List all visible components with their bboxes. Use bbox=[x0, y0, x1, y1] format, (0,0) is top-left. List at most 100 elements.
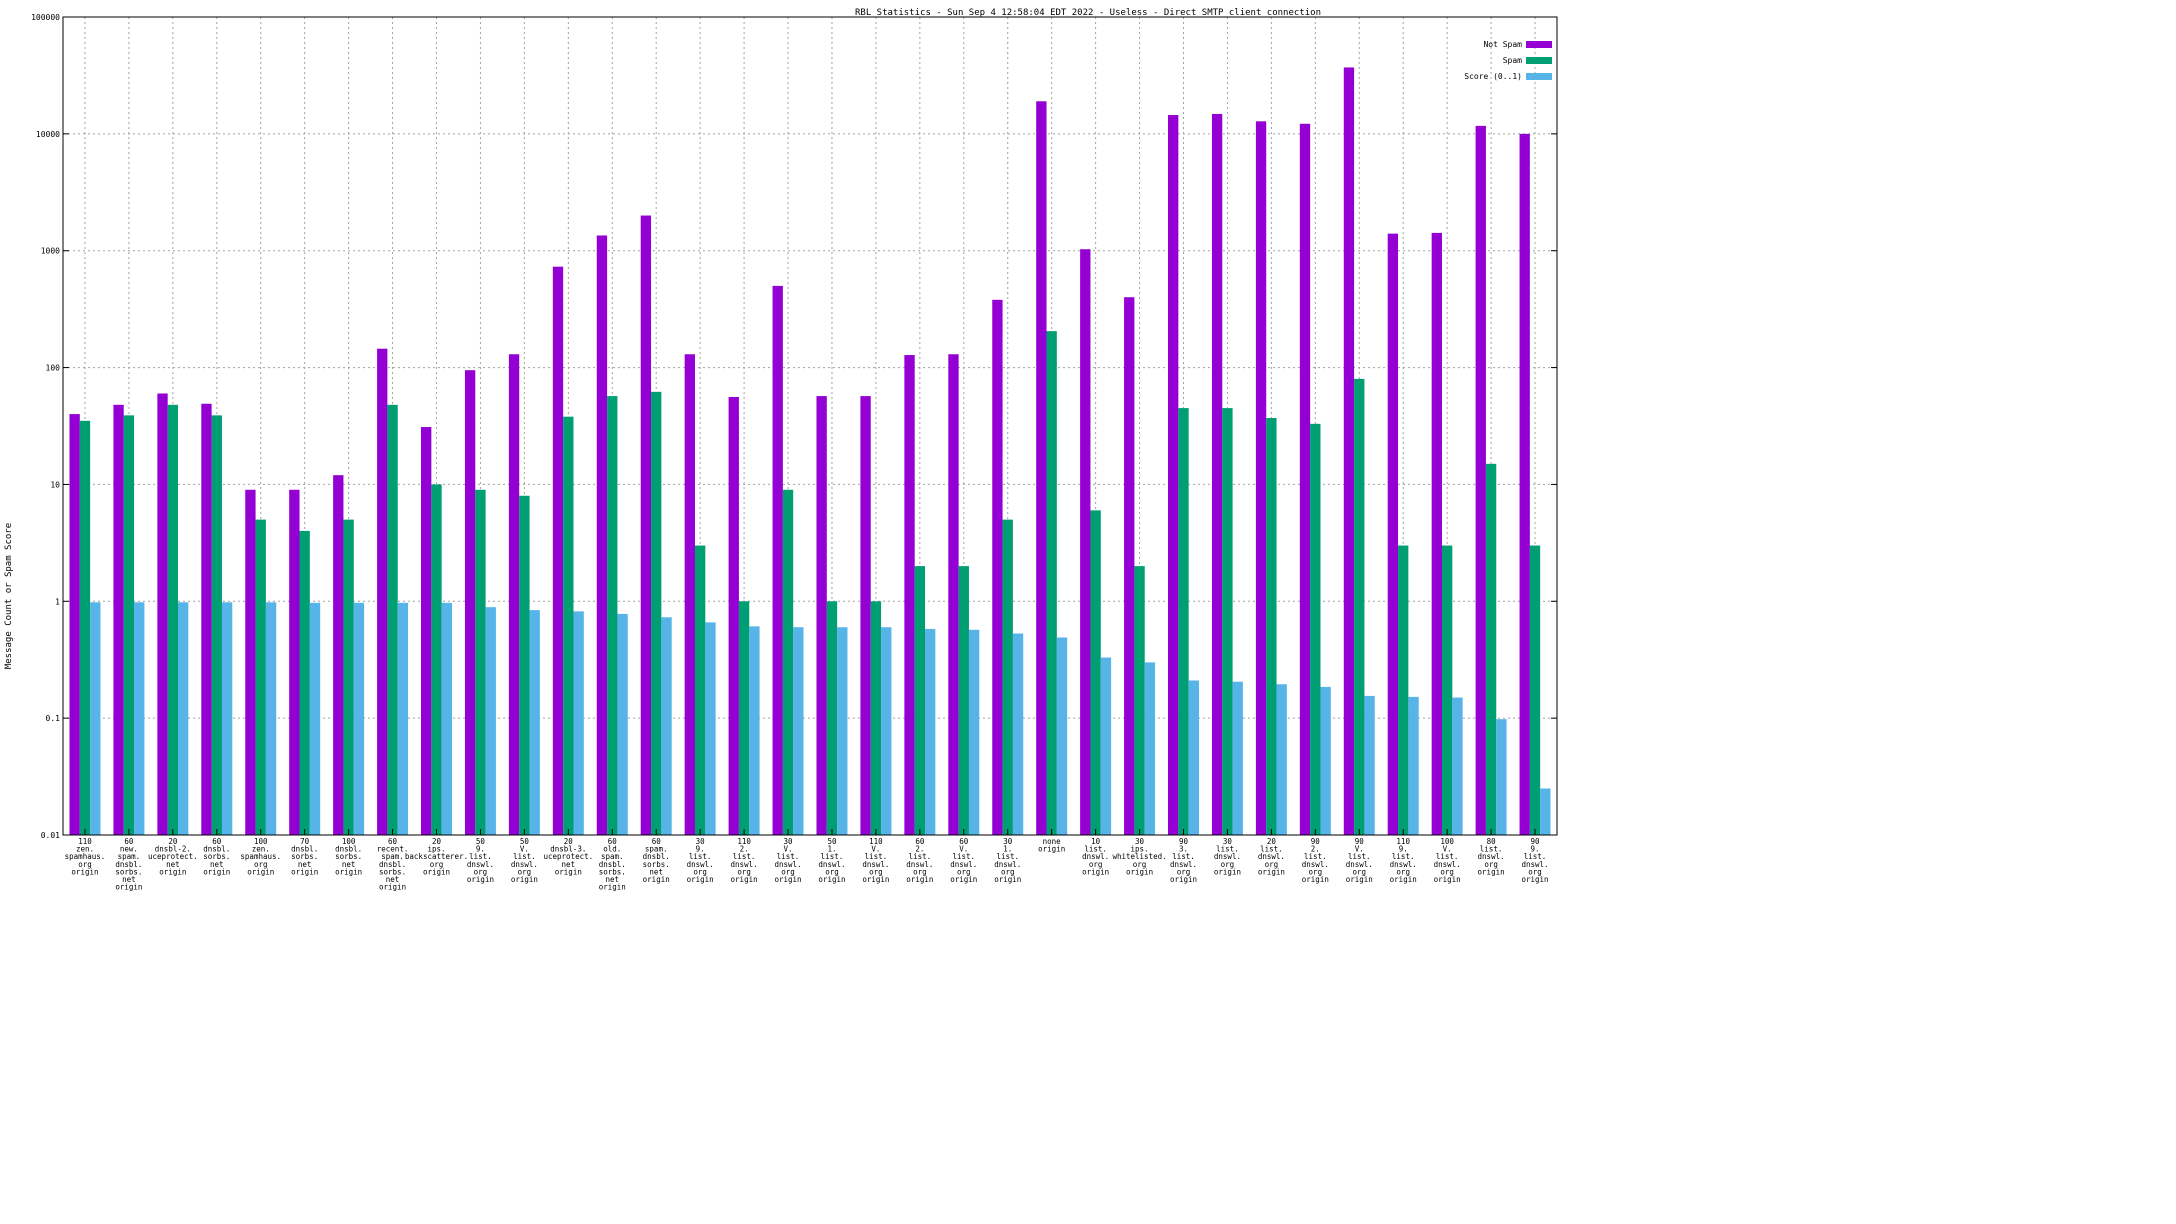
bar-score-0-1 bbox=[529, 610, 540, 835]
x-tick-label: 90 3. list. dnswl. org origin bbox=[1170, 837, 1197, 884]
bar-not-spam bbox=[596, 235, 608, 835]
legend-swatch bbox=[1526, 57, 1552, 64]
bar-score-0-1 bbox=[178, 602, 189, 835]
bar-not-spam bbox=[1343, 67, 1355, 835]
bar-spam bbox=[123, 415, 135, 835]
bar-not-spam bbox=[860, 396, 871, 835]
bar-score-0-1 bbox=[1276, 684, 1287, 835]
bar-not-spam bbox=[201, 403, 212, 835]
x-tick-label: 30 list. dnswl. org origin bbox=[1214, 837, 1241, 876]
bar-score-0-1 bbox=[1100, 657, 1112, 835]
bar-spam bbox=[651, 391, 662, 835]
bar-not-spam bbox=[904, 355, 915, 835]
bar-not-spam bbox=[1519, 133, 1530, 835]
x-tick-label: 60 old. spam. dnsbl. sorbs. net origin bbox=[599, 837, 626, 892]
y-tick-label: 0.1 bbox=[46, 714, 61, 723]
bar-not-spam bbox=[1387, 233, 1399, 835]
y-tick-label: 100000 bbox=[31, 13, 60, 22]
bar-score-0-1 bbox=[925, 628, 936, 835]
bar-spam bbox=[519, 495, 530, 835]
bar-spam bbox=[1529, 545, 1541, 835]
bar-score-0-1 bbox=[441, 602, 452, 835]
legend-label: Score (0..1) bbox=[1464, 72, 1522, 81]
x-tick-label: 20 ips. backscatterer. org origin bbox=[405, 837, 468, 876]
x-tick-label: 70 dnsbl. sorbs. net origin bbox=[291, 837, 318, 876]
bar-spam bbox=[167, 404, 179, 835]
bar-not-spam bbox=[552, 266, 564, 835]
bar-score-0-1 bbox=[353, 602, 365, 835]
bar-not-spam bbox=[1168, 115, 1179, 836]
bar-not-spam bbox=[157, 393, 168, 835]
bar-not-spam bbox=[1299, 123, 1311, 835]
bar-spam bbox=[79, 420, 91, 835]
bar-score-0-1 bbox=[1188, 680, 1199, 835]
bar-score-0-1 bbox=[1056, 637, 1068, 835]
y-tick-label: 1000 bbox=[41, 247, 60, 256]
x-tick-label: 20 dnsbl-3. uceprotect. net origin bbox=[543, 837, 593, 876]
axes bbox=[62, 16, 1558, 836]
bar-score-0-1 bbox=[1144, 662, 1156, 835]
x-tick-label: 30 V. list. dnswl. org origin bbox=[774, 837, 801, 884]
bar-score-0-1 bbox=[837, 627, 848, 835]
x-tick-label: 30 9. list. dnswl. org origin bbox=[687, 837, 714, 884]
bar-score-0-1 bbox=[1320, 686, 1331, 835]
x-tick-label: 60 spam. dnsbl. sorbs. net origin bbox=[643, 837, 670, 884]
y-tick-label: 10000 bbox=[36, 130, 60, 139]
bar-spam bbox=[1134, 566, 1145, 835]
bar-not-spam bbox=[992, 299, 1003, 835]
bar-not-spam bbox=[113, 404, 124, 835]
x-tick-label: 100 V. list. dnswl. org origin bbox=[1434, 837, 1461, 884]
legend-label: Spam bbox=[1503, 56, 1522, 65]
bar-spam bbox=[1266, 418, 1277, 835]
bar-score-0-1 bbox=[485, 607, 496, 835]
bar-spam bbox=[387, 404, 398, 835]
x-tick-label: 90 2. list. dnswl. org origin bbox=[1302, 837, 1329, 884]
bar-not-spam bbox=[1431, 232, 1442, 835]
x-tick-label: 20 dnsbl-2. uceprotect. net origin bbox=[148, 837, 198, 876]
x-tick-label: 110 V. list. dnswl. org origin bbox=[862, 837, 889, 884]
bar-score-0-1 bbox=[1496, 719, 1507, 835]
bar-score-0-1 bbox=[265, 602, 277, 835]
bar-not-spam bbox=[377, 348, 388, 835]
legend-swatch bbox=[1526, 41, 1552, 48]
x-tick-label: 50 1. list. dnswl. org origin bbox=[818, 837, 845, 884]
x-tick-label: 100 zen. spamhaus. org origin bbox=[240, 837, 281, 876]
bars bbox=[69, 67, 1551, 836]
bar-not-spam bbox=[640, 215, 652, 836]
bar-score-0-1 bbox=[90, 602, 101, 835]
bar-spam bbox=[1046, 331, 1057, 835]
bar-score-0-1 bbox=[1540, 788, 1551, 835]
bar-spam bbox=[738, 601, 750, 835]
plot-frame bbox=[62, 16, 1558, 836]
x-tick-label: 110 zen. spamhaus. org origin bbox=[65, 837, 106, 876]
bar-score-0-1 bbox=[661, 617, 672, 835]
bar-not-spam bbox=[816, 396, 827, 835]
bar-spam bbox=[1002, 519, 1013, 835]
bar-spam bbox=[694, 545, 706, 835]
x-tick-label: 60 2. list. dnswl. org origin bbox=[906, 837, 933, 884]
bar-score-0-1 bbox=[749, 626, 760, 835]
bar-spam bbox=[431, 484, 442, 835]
y-axis-label: Message Count or Spam Score bbox=[4, 523, 14, 669]
y-tick-label: 1 bbox=[55, 597, 60, 606]
x-tick-label: 30 ips. whitelisted. org origin bbox=[1112, 837, 1166, 876]
bar-spam bbox=[211, 415, 222, 835]
bar-spam bbox=[475, 489, 486, 835]
bar-spam bbox=[826, 601, 838, 835]
bar-not-spam bbox=[1475, 125, 1486, 835]
x-tick-label: 20 list. dnswl. org origin bbox=[1258, 837, 1285, 876]
bar-not-spam bbox=[1124, 297, 1135, 835]
bar-not-spam bbox=[1255, 121, 1267, 835]
bar-not-spam bbox=[728, 396, 739, 835]
bar-not-spam bbox=[508, 354, 520, 835]
bar-not-spam bbox=[1080, 249, 1091, 835]
bar-spam bbox=[1178, 408, 1189, 835]
bar-spam bbox=[563, 416, 574, 835]
bar-spam bbox=[1222, 408, 1233, 835]
bar-score-0-1 bbox=[1232, 681, 1243, 835]
bar-score-0-1 bbox=[397, 602, 409, 835]
x-tick-label: 50 9. list. dnswl. org origin bbox=[467, 837, 494, 884]
legend-swatch bbox=[1526, 73, 1552, 80]
bar-score-0-1 bbox=[793, 627, 804, 835]
